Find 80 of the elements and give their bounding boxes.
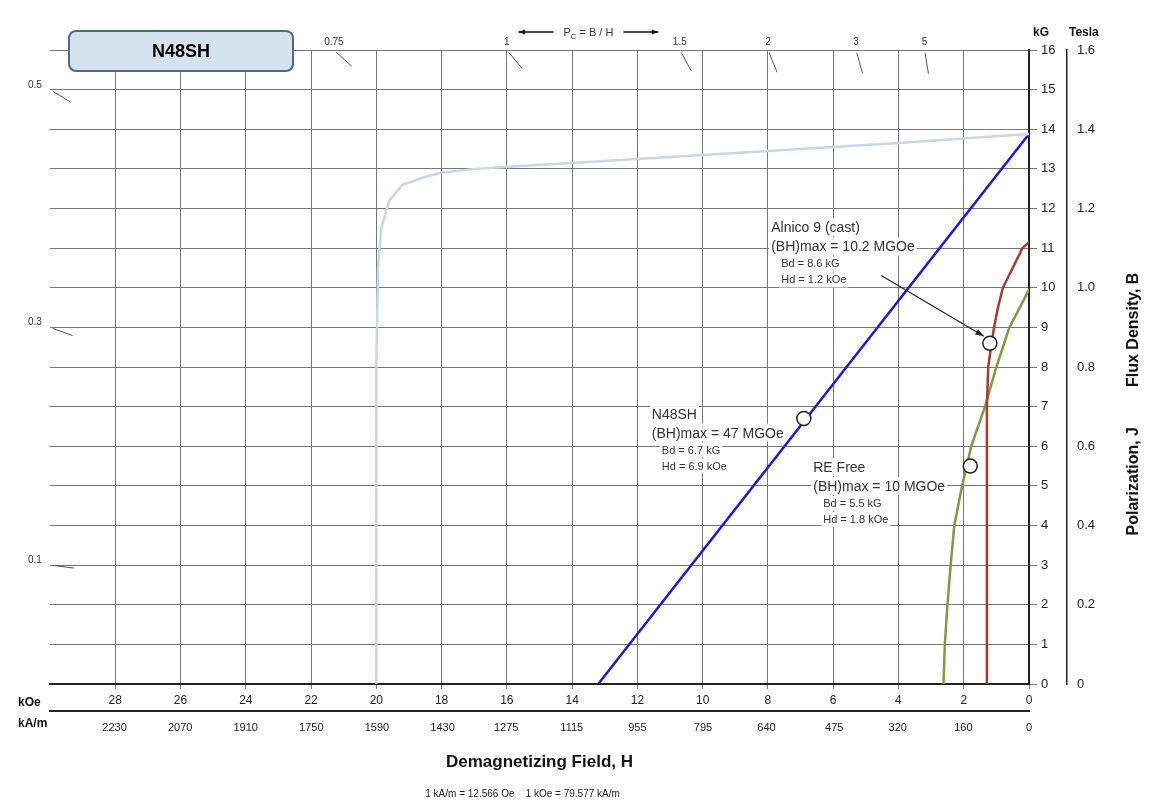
x2-tick-label: 320 bbox=[888, 721, 907, 734]
point bbox=[796, 410, 812, 427]
text: 1 bbox=[504, 36, 511, 47]
x-axis-title: Demagnetizing Field, H bbox=[445, 752, 634, 772]
x2-tick-label: 0 bbox=[1025, 721, 1033, 734]
text: kG bbox=[1033, 25, 1050, 39]
x2-tick-label: 1115 bbox=[560, 721, 584, 734]
x-tick-label: 4 bbox=[895, 692, 903, 707]
y-tick-label: 11 bbox=[1041, 239, 1055, 255]
x-tick-label: 6 bbox=[829, 692, 837, 707]
text: 0.1 bbox=[28, 554, 43, 566]
text: 5 bbox=[921, 36, 928, 47]
text: kA/m bbox=[18, 716, 48, 731]
x-tick-label: 10 bbox=[695, 692, 710, 707]
text: 0.75 bbox=[324, 36, 345, 47]
y-tick-label: 9 bbox=[1041, 318, 1049, 334]
y2-tick-label: 0.4 bbox=[1077, 517, 1096, 533]
y-tick-label: 5 bbox=[1041, 477, 1049, 493]
x2-tick-label: 2230 bbox=[102, 721, 127, 734]
y2-tick-label: 1.4 bbox=[1077, 120, 1096, 136]
x2-tick-label: 1750 bbox=[299, 721, 324, 734]
y-tick-label: 16 bbox=[1041, 41, 1056, 57]
y-tick-label: 2 bbox=[1041, 596, 1049, 612]
y2-tick-label: 0.8 bbox=[1077, 358, 1096, 374]
annotation: N48SH (BH)max = 47 MGOe Bd = 6.7 kG Hd = 6.9 kOe bbox=[651, 405, 784, 472]
x2-tick-label: 640 bbox=[757, 721, 776, 734]
text: 3 bbox=[853, 36, 860, 47]
text: 0.3 bbox=[28, 316, 43, 328]
x2-tick-label: 2070 bbox=[167, 721, 193, 734]
text: Polarization, J bbox=[1124, 427, 1141, 536]
x-tick-label: 2 bbox=[960, 692, 968, 707]
x-tick-label: 18 bbox=[434, 692, 449, 707]
text: 1 kA/m = 12.566 Oe 1 kOe = 79.577 kA/m bbox=[425, 788, 620, 799]
chart-title: N48SH bbox=[151, 40, 211, 62]
y-tick-label: 4 bbox=[1041, 517, 1049, 533]
x-tick-label: 28 bbox=[108, 692, 123, 707]
y-tick-label: 8 bbox=[1041, 358, 1049, 374]
y-tick-label: 15 bbox=[1041, 81, 1056, 97]
annotation: Alnico 9 (cast) (BH)max = 10.2 MGOe Bd = 8.6 kG Hd = 1.2 kOe bbox=[771, 219, 915, 286]
y2-tick-label: 0 bbox=[1077, 675, 1085, 691]
y-tick-label: 0 bbox=[1041, 675, 1049, 691]
x2-tick-label: 1590 bbox=[364, 721, 390, 734]
text: Tesla bbox=[1069, 25, 1100, 39]
text: 2 bbox=[765, 36, 772, 47]
y2-tick-label: 0.6 bbox=[1077, 437, 1096, 453]
x2-tick-label: 795 bbox=[693, 721, 713, 734]
y-tick-label: 12 bbox=[1041, 200, 1056, 216]
x2-tick-label: 1275 bbox=[493, 721, 519, 734]
y-tick-label: 3 bbox=[1041, 556, 1049, 572]
x-tick-label: 26 bbox=[173, 692, 188, 707]
x2-tick-label: 1910 bbox=[233, 721, 258, 734]
text: 1.5 bbox=[672, 36, 688, 47]
y-tick-label: 6 bbox=[1041, 437, 1049, 453]
x2-tick-label: 475 bbox=[825, 721, 844, 734]
x2-tick-label: 1430 bbox=[430, 721, 455, 734]
annotation: RE Free (BH)max = 10 MGOe Bd = 5.5 kG Hd = 1.8 kOe bbox=[813, 459, 946, 526]
y-tick-label: 7 bbox=[1041, 398, 1049, 414]
y2-tick-label: 1.6 bbox=[1077, 41, 1096, 57]
x-tick-label: 16 bbox=[500, 692, 514, 707]
y2-tick-label: 1.2 bbox=[1077, 200, 1096, 216]
y2-tick-label: 1.0 bbox=[1077, 279, 1096, 295]
point bbox=[982, 335, 998, 351]
y2-tick-label: 0.2 bbox=[1077, 596, 1096, 612]
x-tick-label: 8 bbox=[764, 692, 772, 707]
text: 0.5 bbox=[28, 78, 43, 90]
y-tick-label: 10 bbox=[1041, 279, 1056, 295]
x2-tick-label: 160 bbox=[954, 721, 973, 734]
x-tick-label: 12 bbox=[630, 692, 645, 707]
point bbox=[962, 458, 979, 474]
x-tick-label: 22 bbox=[304, 692, 319, 707]
x2-tick-label: 955 bbox=[628, 721, 647, 734]
x-tick-label: 20 bbox=[369, 692, 384, 707]
y-tick-label: 14 bbox=[1041, 120, 1056, 136]
text: Flux Density, B bbox=[1124, 272, 1141, 387]
x-tick-label: 14 bbox=[565, 692, 580, 707]
y-tick-label: 1 bbox=[1041, 635, 1049, 651]
text: kOe bbox=[18, 695, 42, 709]
x-tick-label: 24 bbox=[239, 692, 253, 707]
y-tick-label: 13 bbox=[1041, 160, 1056, 176]
x-tick-label: 0 bbox=[1025, 692, 1033, 707]
